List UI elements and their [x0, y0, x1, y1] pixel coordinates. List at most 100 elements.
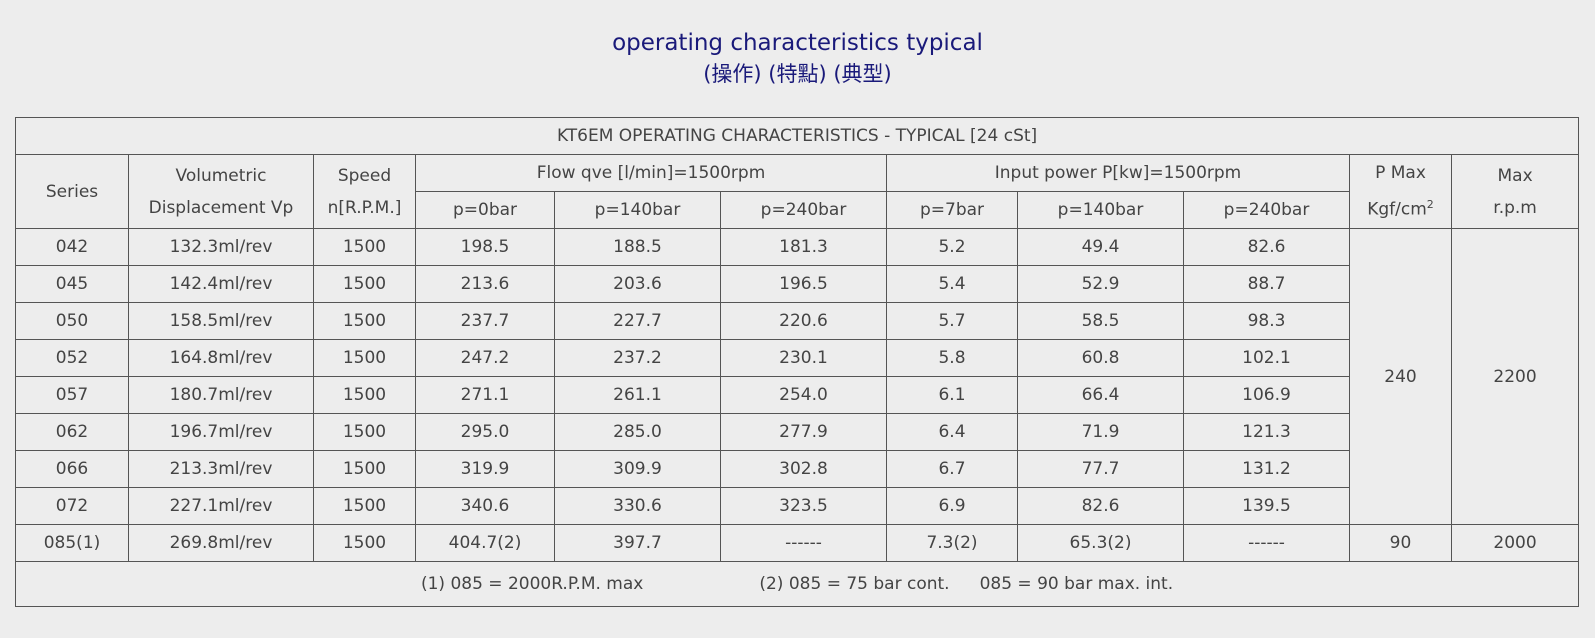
header-pmax-line2: Kgf/cm [1367, 199, 1427, 220]
table-row: 062 196.7ml/rev 1500 295.0 285.0 277.9 6… [15, 413, 1579, 451]
header-maxrpm: Max r.p.m [1450, 154, 1580, 229]
cell-speed: 1500 [313, 339, 416, 377]
cell-series: 050 [15, 302, 129, 340]
cell-displacement: 158.5ml/rev [128, 302, 314, 340]
cell-power-p140: 52.9 [1017, 265, 1184, 303]
header-displacement-line2: Displacement Vp [148, 197, 294, 218]
header-speed-line1: Speed [337, 165, 392, 186]
cell-displacement: 132.3ml/rev [128, 228, 314, 266]
header-power-p7: p=7bar [886, 191, 1018, 229]
cell-flow-p140: 237.2 [554, 339, 721, 377]
characteristics-table: KT6EM OPERATING CHARACTERISTICS - TYPICA… [14, 117, 1580, 607]
cell-speed: 1500 [313, 376, 416, 414]
table-row: 045 142.4ml/rev 1500 213.6 203.6 196.5 5… [15, 265, 1579, 303]
cell-power-p140: 71.9 [1017, 413, 1184, 451]
cell-flow-p240: 220.6 [720, 302, 887, 340]
cell-flow-p0: 213.6 [415, 265, 555, 303]
header-power-p140: p=140bar [1017, 191, 1184, 229]
cell-power-p140: 77.7 [1017, 450, 1184, 488]
table-row: 066 213.3ml/rev 1500 319.9 309.9 302.8 6… [15, 450, 1579, 488]
cell-displacement: 196.7ml/rev [128, 413, 314, 451]
cell-displacement: 142.4ml/rev [128, 265, 314, 303]
cell-power-p7: 5.8 [886, 339, 1018, 377]
cell-power-p240: 88.7 [1183, 265, 1350, 303]
cell-speed: 1500 [313, 413, 416, 451]
cell-flow-p140: 227.7 [554, 302, 721, 340]
cell-flow-p0: 319.9 [415, 450, 555, 488]
footnote-2: (2) 085 = 75 bar cont. [759, 574, 950, 594]
cell-speed: 1500 [313, 265, 416, 303]
cell-flow-p140: 188.5 [554, 228, 721, 266]
cell-speed: 1500 [313, 487, 416, 525]
table-row: 052 164.8ml/rev 1500 247.2 237.2 230.1 5… [15, 339, 1579, 377]
table-row: 057 180.7ml/rev 1500 271.1 261.1 254.0 6… [15, 376, 1579, 414]
header-pmax: P Max Kgf/cm2 [1349, 154, 1452, 229]
header-speed-line2: n[R.P.M.] [327, 197, 402, 218]
cell-power-p7: 7.3(2) [886, 524, 1018, 562]
header-maxrpm-line2: r.p.m [1493, 197, 1537, 218]
cell-maxrpm-group: 2200 [1450, 228, 1580, 525]
footnote-row: (1) 085 = 2000R.P.M. max (2) 085 = 75 bar… [14, 561, 1580, 607]
page-heading: operating characteristics typical (操作) (… [0, 26, 1595, 88]
cell-power-p240: 102.1 [1183, 339, 1350, 377]
header-pmax-sup: 2 [1426, 198, 1434, 212]
cell-flow-p140: 285.0 [554, 413, 721, 451]
cell-flow-p0: 404.7(2) [415, 524, 555, 562]
cell-flow-p240: 254.0 [720, 376, 887, 414]
cell-pmax-group: 240 [1349, 228, 1452, 525]
header-flow-p0: p=0bar [415, 191, 555, 229]
cell-flow-p240: ------ [720, 524, 887, 562]
cell-flow-p0: 295.0 [415, 413, 555, 451]
cell-power-p140: 58.5 [1017, 302, 1184, 340]
cell-flow-p240: 302.8 [720, 450, 887, 488]
cell-displacement: 164.8ml/rev [128, 339, 314, 377]
cell-power-p240: ------ [1183, 524, 1350, 562]
page-title: operating characteristics typical [612, 30, 983, 56]
cell-pmax: 90 [1349, 524, 1452, 562]
cell-flow-p140: 261.1 [554, 376, 721, 414]
cell-speed: 1500 [313, 302, 416, 340]
cell-series: 052 [15, 339, 129, 377]
cell-flow-p240: 196.5 [720, 265, 887, 303]
cell-power-p240: 98.3 [1183, 302, 1350, 340]
table-row-085: 085(1) 269.8ml/rev 1500 404.7(2) 397.7 -… [15, 524, 1580, 562]
page-subtitle: (操作) (特點) (典型) [703, 62, 892, 86]
table-caption: KT6EM OPERATING CHARACTERISTICS - TYPICA… [14, 117, 1580, 155]
footnote-3: 085 = 90 bar max. int. [979, 574, 1174, 594]
cell-power-p240: 139.5 [1183, 487, 1350, 525]
cell-flow-p0: 340.6 [415, 487, 555, 525]
cell-power-p240: 106.9 [1183, 376, 1350, 414]
cell-flow-p0: 198.5 [415, 228, 555, 266]
cell-displacement: 227.1ml/rev [128, 487, 314, 525]
footnote-1: (1) 085 = 2000R.P.M. max [420, 574, 644, 594]
cell-flow-p0: 237.7 [415, 302, 555, 340]
cell-maxrpm: 2000 [1450, 524, 1580, 562]
cell-series: 062 [15, 413, 129, 451]
header-flow-p240: p=240bar [720, 191, 887, 229]
cell-power-p140: 65.3(2) [1017, 524, 1184, 562]
cell-displacement: 269.8ml/rev [128, 524, 314, 562]
cell-speed: 1500 [313, 450, 416, 488]
header-power-p240: p=240bar [1183, 191, 1350, 229]
cell-power-p240: 82.6 [1183, 228, 1350, 266]
cell-flow-p140: 203.6 [554, 265, 721, 303]
cell-power-p140: 66.4 [1017, 376, 1184, 414]
cell-power-p240: 131.2 [1183, 450, 1350, 488]
cell-power-p140: 49.4 [1017, 228, 1184, 266]
cell-flow-p240: 181.3 [720, 228, 887, 266]
table-row: 050 158.5ml/rev 1500 237.7 227.7 220.6 5… [15, 302, 1579, 340]
cell-flow-p140: 397.7 [554, 524, 721, 562]
header-flow-p140: p=140bar [554, 191, 721, 229]
header-speed: Speed n[R.P.M.] [313, 154, 416, 229]
cell-flow-p240: 277.9 [720, 413, 887, 451]
cell-series: 045 [15, 265, 129, 303]
header-power-group: Input power P[kw]=1500rpm [886, 154, 1350, 192]
cell-power-p140: 60.8 [1017, 339, 1184, 377]
cell-power-p7: 5.2 [886, 228, 1018, 266]
cell-series: 042 [15, 228, 129, 266]
cell-power-p7: 6.7 [886, 450, 1018, 488]
cell-series: 085(1) [15, 524, 129, 562]
cell-speed: 1500 [313, 228, 416, 266]
cell-flow-p140: 330.6 [554, 487, 721, 525]
cell-power-p7: 5.4 [886, 265, 1018, 303]
